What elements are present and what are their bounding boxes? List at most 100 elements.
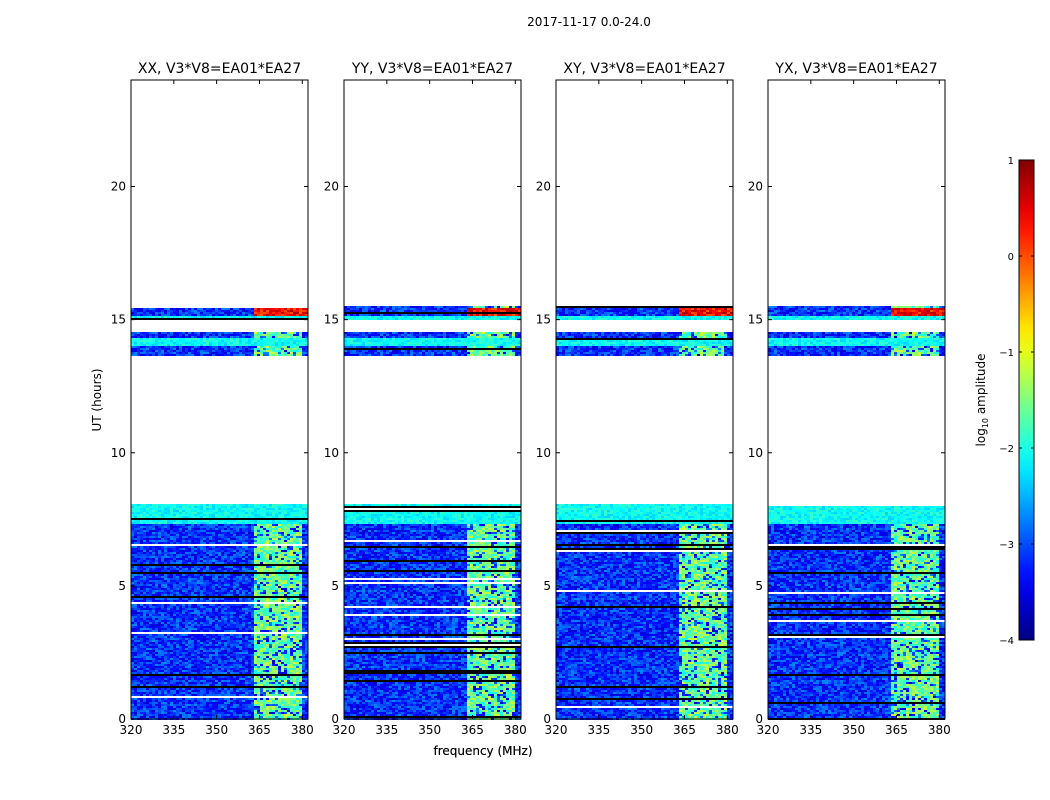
heat-cell (173, 568, 176, 570)
heat-cell (284, 584, 287, 586)
heat-cell (194, 310, 197, 312)
heat-cell (236, 552, 239, 554)
heat-cell (284, 520, 287, 522)
heat-cell (140, 588, 143, 590)
heat-cell (239, 616, 242, 618)
heat-cell (236, 332, 239, 334)
heat-cell (152, 588, 155, 590)
heat-cell (221, 638, 224, 640)
heat-cell (269, 334, 272, 336)
heat-cell (146, 616, 149, 618)
heat-cell (227, 346, 230, 348)
heat-cell (185, 530, 188, 532)
heat-cell (155, 310, 158, 312)
heat-cell (239, 528, 242, 530)
heat-cell (293, 650, 296, 652)
heat-cell (287, 526, 290, 528)
heat-cell (239, 554, 242, 556)
heat-cell (167, 638, 170, 640)
heat-cell (209, 574, 212, 576)
heat-cell (266, 628, 269, 630)
heat-cell (272, 350, 275, 352)
heat-cell (296, 536, 299, 538)
heat-cell (149, 598, 152, 600)
heat-cell (164, 648, 167, 650)
heat-cell (179, 512, 182, 514)
heat-cell (173, 626, 176, 628)
heat-cell (206, 622, 209, 624)
heat-cell (140, 508, 143, 510)
heat-cell (167, 588, 170, 590)
heat-cell (266, 556, 269, 558)
heat-cell (287, 548, 290, 550)
heat-cell (149, 548, 152, 550)
heat-cell (272, 336, 275, 338)
heat-cell (215, 316, 218, 318)
heat-cell (275, 524, 278, 526)
heat-cell (173, 608, 176, 610)
heat-cell (173, 570, 176, 572)
heat-cell (284, 530, 287, 532)
heat-cell (164, 600, 167, 602)
heat-cell (164, 540, 167, 542)
heat-cell (305, 558, 308, 560)
heat-cell (263, 532, 266, 534)
heat-cell (281, 514, 284, 516)
heat-cell (293, 528, 296, 530)
heat-cell (149, 508, 152, 510)
heat-cell (233, 608, 236, 610)
heat-cell (287, 608, 290, 610)
heat-cell (131, 334, 134, 336)
heat-cell (293, 576, 296, 578)
heat-cell (290, 350, 293, 352)
heat-cell (230, 530, 233, 532)
heat-cell (194, 640, 197, 642)
heat-cell (284, 604, 287, 606)
heat-cell (137, 630, 140, 632)
heat-cell (248, 560, 251, 562)
heat-cell (191, 600, 194, 602)
heat-cell (287, 354, 290, 356)
heat-cell (278, 642, 281, 644)
heat-cell (167, 312, 170, 314)
heat-cell (284, 592, 287, 594)
heat-cell (143, 556, 146, 558)
heat-cell (164, 642, 167, 644)
heat-cell (260, 588, 263, 590)
heat-cell (281, 546, 284, 548)
heat-cell (173, 540, 176, 542)
heat-cell (263, 630, 266, 632)
heat-cell (131, 538, 134, 540)
heat-cell (305, 566, 308, 568)
heat-cell (146, 540, 149, 542)
heat-cell (218, 526, 221, 528)
heat-cell (158, 566, 161, 568)
heat-cell (305, 508, 308, 510)
heat-cell (266, 620, 269, 622)
heat-cell (167, 580, 170, 582)
heat-cell (179, 640, 182, 642)
heat-cell (239, 336, 242, 338)
heat-cell (140, 506, 143, 508)
heat-cell (188, 546, 191, 548)
heat-cell (227, 648, 230, 650)
heat-cell (206, 512, 209, 514)
heat-cell (263, 346, 266, 348)
heat-cell (137, 552, 140, 554)
heat-cell (242, 608, 245, 610)
heat-cell (134, 530, 137, 532)
heat-cell (206, 316, 209, 318)
heat-cell (158, 562, 161, 564)
heat-cell (272, 626, 275, 628)
heat-cell (230, 594, 233, 596)
heat-cell (191, 618, 194, 620)
heat-cell (242, 340, 245, 342)
heat-cell (197, 336, 200, 338)
heat-cell (161, 522, 164, 524)
heat-cell (305, 618, 308, 620)
heat-cell (170, 574, 173, 576)
heat-cell (272, 622, 275, 624)
heat-cell (215, 554, 218, 556)
heat-cell (203, 520, 206, 522)
heat-cell (215, 566, 218, 568)
